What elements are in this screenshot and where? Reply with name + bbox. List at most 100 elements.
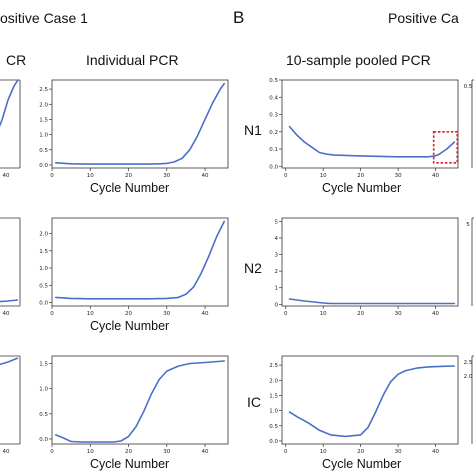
- plot-frame: [51, 79, 229, 169]
- x-tick-label: 0: [50, 173, 54, 179]
- plot-a-ic: 0 10 20 30 40 0.0 0.5 1.0 1.5: [39, 355, 229, 455]
- x-tick-label: 30: [395, 173, 402, 179]
- x-tick-label: 20: [125, 449, 132, 455]
- y-tick-label: 0.5: [269, 78, 278, 84]
- y-tick-label: 0: [275, 302, 279, 308]
- plot-a-n1: 0 10 20 30 40 0.0 0.5 1.0 1.5 2.0 2.5: [39, 79, 229, 179]
- x-axis-label-a-n1: Cycle Number: [90, 181, 170, 195]
- y-tick-label: 1: [275, 286, 279, 292]
- y-tick-label: 0.5: [464, 84, 473, 90]
- cropped-right-plot-3: 2.5 2.0: [464, 355, 474, 444]
- x-tick-label: 40: [202, 449, 209, 455]
- row-label-n2: N2: [244, 260, 262, 276]
- panel-b-column-title: 10-sample pooled PCR: [286, 52, 431, 68]
- y-tick-label: 2.5: [269, 363, 278, 369]
- y-tick-label: 1.0: [39, 266, 48, 272]
- series-line: [0, 299, 19, 303]
- panel-a-column-title: Individual PCR: [86, 52, 179, 68]
- y-tick-label: 0.4: [269, 95, 278, 101]
- y-tick-label: 0.0: [39, 163, 48, 169]
- x-tick-label: 20: [125, 311, 132, 317]
- series-line: [54, 220, 225, 300]
- x-tick-label: 30: [163, 449, 170, 455]
- x-tick-label: 30: [395, 311, 402, 317]
- series-line: [0, 79, 19, 128]
- cropped-right-plot-2: 5: [466, 217, 474, 306]
- x-tick-label: 10: [87, 173, 94, 179]
- panel-b-title: Positive Ca: [388, 10, 459, 26]
- x-tick-label: 40: [202, 173, 209, 179]
- y-tick-label: 1.0: [39, 133, 48, 139]
- y-tick-label: 5: [275, 219, 279, 225]
- y-tick-label: 3: [275, 253, 279, 259]
- row-label-ic: IC: [247, 394, 261, 410]
- cropped-left-plot-1: 40: [0, 79, 21, 179]
- y-tick-label: 2.5: [464, 360, 473, 366]
- y-tick-label: 0.5: [39, 283, 48, 289]
- x-tick-label: 10: [320, 173, 327, 179]
- highlight-box: [432, 130, 459, 164]
- x-tick-label: 0: [50, 449, 54, 455]
- x-tick-label: 40: [3, 173, 10, 179]
- x-tick-label: 20: [125, 173, 132, 179]
- panel-b-letter: B: [233, 8, 245, 27]
- y-tick-label: 1.5: [39, 362, 48, 368]
- x-tick-label: 20: [357, 449, 364, 455]
- x-tick-label: 10: [320, 311, 327, 317]
- y-tick-label: 5: [466, 222, 470, 228]
- y-tick-label: 2.5: [39, 87, 48, 93]
- x-tick-label: 10: [320, 449, 327, 455]
- y-tick-label: 0.5: [269, 424, 278, 430]
- y-tick-label: 1.5: [269, 393, 278, 399]
- x-tick-label: 0: [284, 449, 288, 455]
- x-tick-label: 30: [163, 311, 170, 317]
- x-axis-label-a-n2: Cycle Number: [90, 319, 170, 333]
- y-tick-label: 2.0: [39, 232, 48, 238]
- cropped-right-plot-1: 0.5: [464, 79, 474, 168]
- plot-b-n1: 0 10 20 30 40 0.0 0.1 0.2 0.3 0.4 0.5: [269, 78, 459, 179]
- series-line: [288, 365, 456, 438]
- y-tick-label: 0.5: [39, 148, 48, 154]
- x-tick-label: 30: [163, 173, 170, 179]
- y-tick-label: 2.0: [269, 378, 278, 384]
- panel-a-title: ositive Case 1: [0, 10, 88, 26]
- y-tick-label: 0.0: [269, 439, 278, 445]
- plot-frame: [51, 355, 229, 445]
- x-tick-label: 40: [3, 449, 10, 455]
- y-tick-label: 0.1: [269, 147, 278, 153]
- x-axis-label-b-n1: Cycle Number: [322, 181, 402, 195]
- series-line: [288, 125, 456, 158]
- x-tick-label: 40: [432, 173, 439, 179]
- cropped-left-plot-2: 40: [0, 217, 21, 317]
- plot-frame: [281, 79, 459, 169]
- x-tick-label: 20: [357, 311, 364, 317]
- y-tick-label: 2.0: [39, 102, 48, 108]
- y-tick-label: 1.5: [39, 117, 48, 123]
- x-tick-label: 20: [357, 173, 364, 179]
- x-tick-label: 40: [432, 449, 439, 455]
- y-tick-label: 1.0: [269, 409, 278, 415]
- y-tick-label: 0.5: [39, 412, 48, 418]
- x-tick-label: 40: [3, 311, 10, 317]
- plot-b-ic: 0 10 20 30 40 0.0 0.5 1.0 1.5 2.0 2.5: [269, 355, 459, 455]
- y-tick-label: 0.3: [269, 113, 278, 119]
- y-tick-label: 4: [275, 236, 279, 242]
- panel-a-left-column-title: CR: [6, 52, 27, 68]
- y-tick-label: 2.0: [464, 374, 473, 380]
- series-line: [288, 298, 456, 305]
- plot-frame: [51, 217, 229, 307]
- plot-frame: [281, 217, 459, 307]
- plot-frame: [281, 355, 459, 445]
- x-axis-label-a-ic: Cycle Number: [90, 457, 170, 471]
- x-axis-label-b-ic: Cycle Number: [322, 457, 402, 471]
- row-label-n1: N1: [244, 122, 262, 138]
- y-tick-label: 1.5: [39, 249, 48, 255]
- x-tick-label: 10: [87, 311, 94, 317]
- y-tick-label: 0.0: [269, 164, 278, 170]
- x-tick-label: 40: [202, 311, 209, 317]
- y-tick-label: 0.0: [39, 437, 48, 443]
- series-line: [0, 357, 19, 366]
- x-tick-label: 0: [284, 173, 288, 179]
- y-tick-label: 0.0: [39, 301, 48, 307]
- x-tick-label: 40: [432, 311, 439, 317]
